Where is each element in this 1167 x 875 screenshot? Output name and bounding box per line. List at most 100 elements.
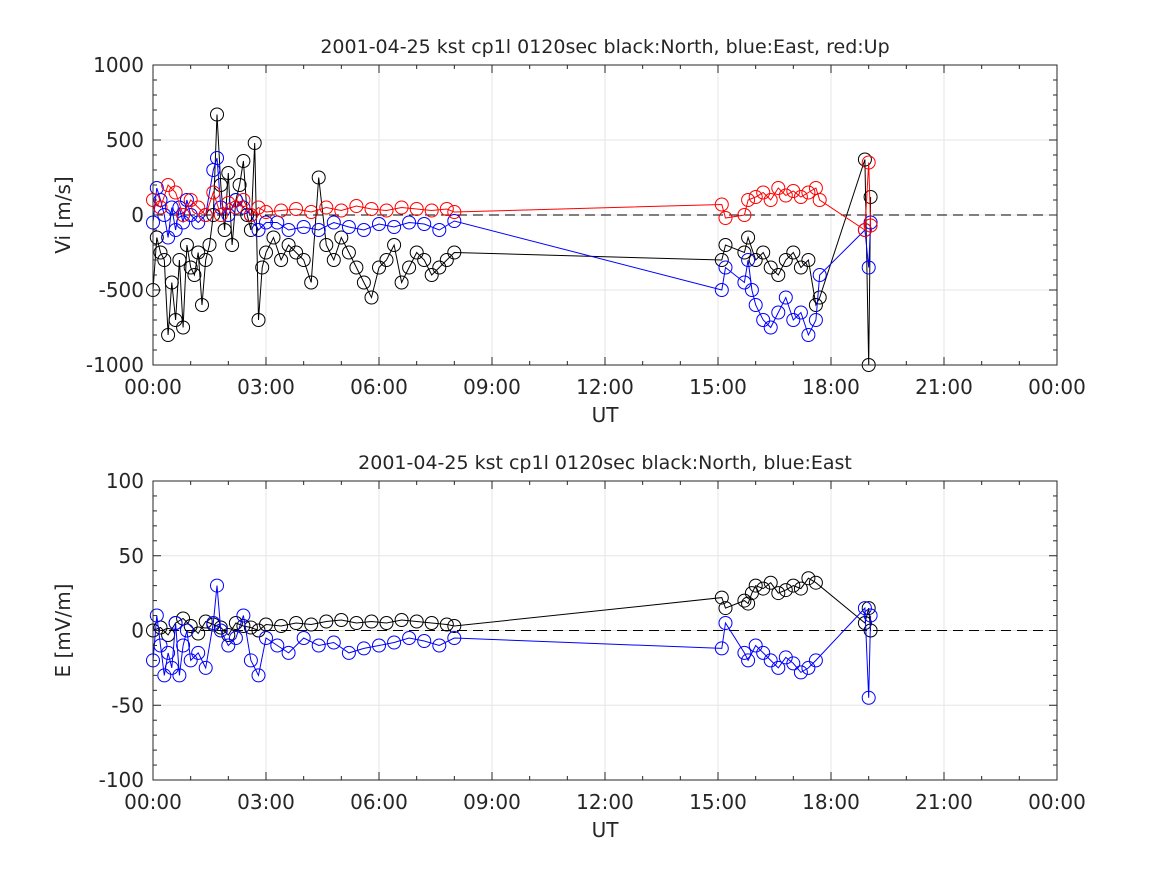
velocity-plot-series-1-point	[432, 223, 447, 237]
velocity-plot-series-0-point	[281, 238, 296, 252]
velocity-plot-series-0-point	[274, 253, 289, 267]
velocity-plot-series-2-point	[304, 205, 319, 219]
velocity-plot-series-2-point	[447, 205, 462, 219]
velocity-plot-series-0-point	[409, 245, 424, 260]
velocity-plot-series-0-point	[179, 238, 194, 252]
velocity-plot-series-2-point	[259, 205, 273, 219]
velocity-plot-series-0-point	[183, 260, 198, 275]
electric-field-plot-series-1-point	[210, 578, 224, 593]
electric-field-plot-series-1-point	[213, 623, 228, 638]
electric-field-plot-series-0-point	[379, 616, 394, 630]
velocity-plot-series-2-point	[718, 211, 733, 225]
velocity-plot-series-0-point	[801, 253, 816, 267]
velocity-plot-series-1-point	[210, 151, 224, 165]
velocity-plot-series-2-point	[756, 185, 771, 200]
electric-field-plot-series-0-point	[748, 578, 763, 593]
velocity-plot-series-0-point	[176, 320, 191, 335]
velocity-plot-x-tick-label: 03:00	[237, 375, 295, 399]
electric-field-plot-series-1-point	[432, 638, 447, 653]
velocity-plot-series-1-point	[861, 260, 876, 275]
electric-field-plot-series-1-point	[718, 616, 733, 630]
velocity-plot-series-1-point	[737, 275, 752, 290]
velocity-plot-series-1-point	[326, 215, 341, 230]
electric-field-plot-series-1-point	[387, 635, 402, 650]
velocity-plot-series-0-point	[379, 253, 394, 267]
electric-field-plot-series-1-point	[183, 653, 198, 668]
electric-field-plot-x-tick-label: 09:00	[463, 790, 521, 814]
velocity-plot-series-0-point	[771, 268, 786, 282]
electric-field-plot-series-1-line	[152, 585, 872, 698]
velocity-plot-series-0-point	[741, 230, 756, 245]
velocity-plot-series-0-point	[202, 238, 217, 252]
electric-field-plot-series-1-point	[326, 635, 341, 650]
electric-field-plot-series-0-point	[198, 614, 213, 629]
velocity-plot-series-2-point	[236, 193, 251, 207]
electric-field-plot-series-1-point	[857, 601, 872, 616]
velocity-plot-series-2-point	[737, 208, 752, 222]
electric-field-plot-x-axis-label: UT	[592, 818, 620, 842]
velocity-plot-series-0-point	[259, 245, 273, 260]
velocity-plot-series-0-point	[812, 290, 827, 305]
velocity-plot-series-1-point	[756, 313, 771, 327]
electric-field-plot-series-1-point	[714, 641, 729, 656]
velocity-plot-series-2-point	[206, 185, 221, 200]
electric-field-plot-y-tick-label: 0	[131, 619, 144, 643]
electric-field-plot-series-1-point	[402, 631, 417, 645]
velocity-plot-series-0-point	[206, 208, 221, 222]
electric-field-plot-series-1-point	[771, 660, 786, 675]
velocity-plot-series-0-point	[210, 107, 224, 122]
velocity-plot-title: 2001-04-25 kst cp1l 0120sec black:North,…	[320, 36, 889, 58]
velocity-plot-series-1-point	[771, 305, 786, 320]
electric-field-plot-series-0-point	[228, 616, 243, 630]
velocity-plot-series-2-point	[221, 196, 236, 210]
electric-field-plot-series-1-point	[741, 653, 756, 668]
velocity-plot-series-0-point	[311, 170, 326, 185]
electric-field-plot-series-1-point	[861, 690, 876, 705]
velocity-plot-series-2-line	[152, 162, 872, 231]
electric-field-plot-x-tick-label: 03:00	[237, 790, 295, 814]
velocity-plot-series-0-point	[221, 166, 236, 180]
velocity-plot-series-0-point	[402, 260, 417, 275]
velocity-plot-series-1-point	[714, 283, 729, 297]
electric-field-plot-series-1-point	[356, 641, 371, 656]
electric-field-plot-series-1-point	[801, 660, 816, 675]
velocity-plot-x-tick-label: 18:00	[802, 375, 860, 399]
velocity-plot-series-1-point	[786, 313, 801, 327]
velocity-plot-series-2-point	[394, 200, 409, 215]
velocity-plot-series-1-point	[417, 217, 432, 231]
velocity-plot-series-0-point	[296, 253, 311, 267]
electric-field-plot-series-1-point	[157, 668, 172, 683]
velocity-plot-series-1-point	[341, 220, 356, 234]
velocity-plot-tick-labels: 00:00 03:00 06:00 09:00 12:00 15:00 18:00 21:00…	[86, 53, 1086, 399]
velocity-plot-series-2-point	[861, 155, 876, 170]
velocity-plot-series-2-point	[714, 197, 729, 212]
velocity-plot-series-2-point	[778, 188, 793, 203]
velocity-plot-series-0-point	[266, 230, 281, 245]
velocity-plot-series-1-point	[801, 328, 816, 342]
electric-field-plot-series-0-point	[741, 596, 756, 611]
electric-field-plot-series-1-point	[447, 631, 462, 645]
velocity-plot-series-0-point	[255, 260, 270, 275]
electric-field-plot-title: 2001-04-25 kst cp1l 0120sec black:North,…	[358, 452, 852, 474]
electric-field-plot-x-tick-label: 06:00	[350, 790, 408, 814]
velocity-plot-series-1-point	[221, 208, 236, 222]
electric-field-plot-series-1-point	[259, 631, 273, 645]
electric-field-plot-series-1-point	[198, 660, 213, 675]
velocity-plot-y-axis-label: Vi [m/s]	[51, 176, 75, 253]
velocity-plot-series-0-point	[394, 275, 409, 290]
velocity-plot-series-1-point	[387, 220, 402, 234]
electric-field-plot-series-0-point	[334, 613, 349, 627]
velocity-plot-x-axis-label: UT	[592, 403, 620, 427]
electric-field-plot-series-1-point	[763, 653, 778, 668]
velocity-plot-series-0-point	[808, 298, 823, 312]
velocity-plot-x-tick-label: 09:00	[463, 375, 521, 399]
electric-field-plot-series-0-point	[289, 616, 304, 630]
electric-field-plot-series-0-point	[801, 571, 816, 586]
velocity-plot-series-2-point	[228, 200, 243, 215]
electric-field-plot-x-tick-label: 00:00	[1028, 790, 1086, 814]
velocity-plot-series-2-point	[741, 193, 756, 207]
electric-field-plot-series-0-point	[439, 617, 454, 632]
velocity-plot-series-1-point	[228, 193, 243, 207]
electric-field-plot-series-0-line	[152, 577, 872, 636]
electric-field-plot-series-1-point	[176, 638, 191, 653]
